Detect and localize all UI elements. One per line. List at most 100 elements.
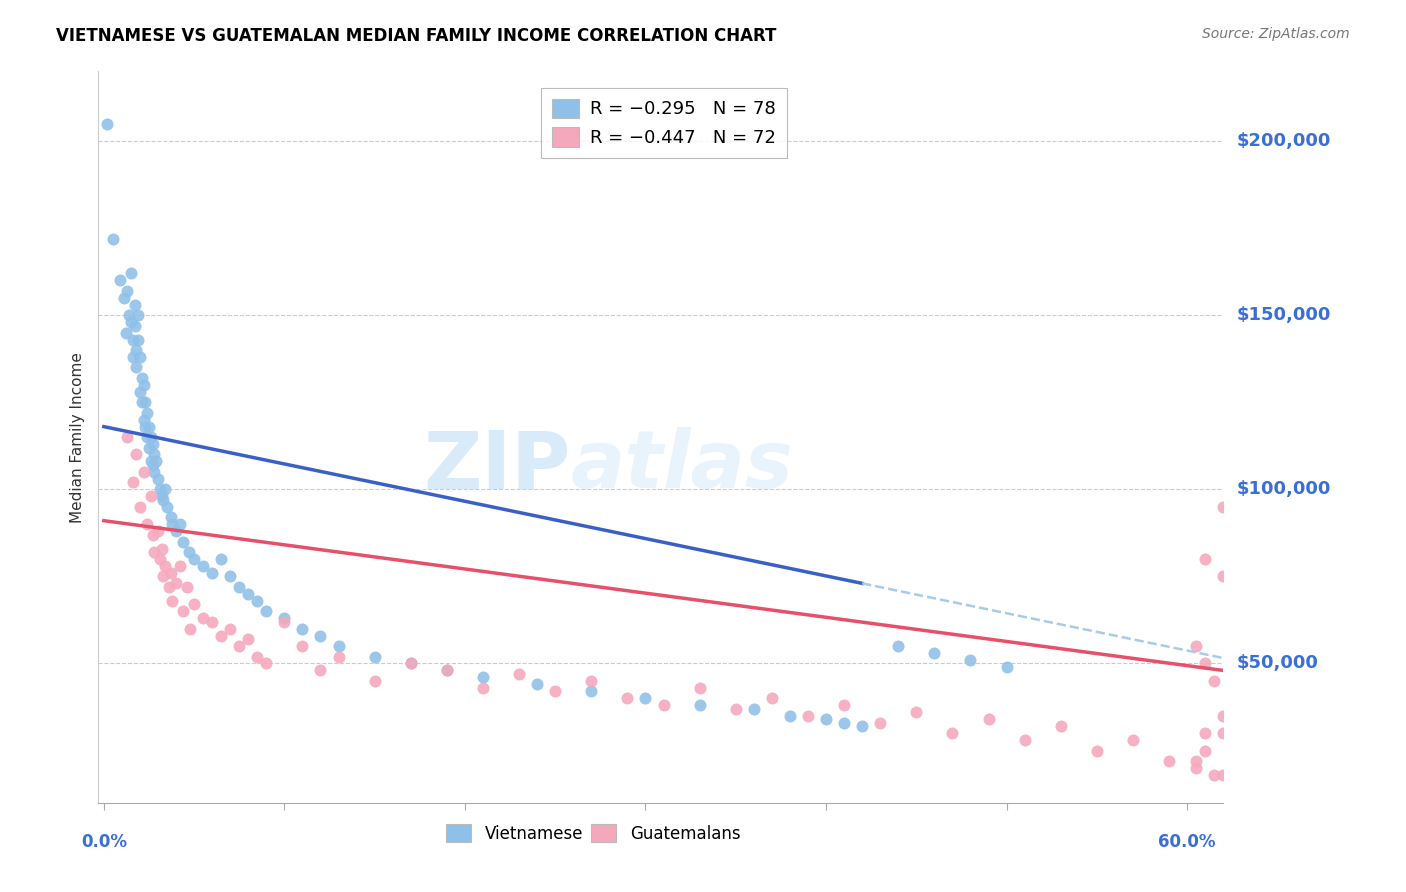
Point xyxy=(742,702,765,716)
Point xyxy=(634,691,657,706)
Point xyxy=(155,483,177,497)
Point xyxy=(832,698,855,713)
Point xyxy=(1212,500,1234,514)
Point xyxy=(127,333,149,347)
Point xyxy=(134,395,156,409)
Point xyxy=(1049,719,1071,733)
Point xyxy=(132,377,155,392)
Point xyxy=(924,646,946,660)
Point xyxy=(238,587,260,601)
Point xyxy=(149,483,172,497)
Point xyxy=(724,702,747,716)
Point xyxy=(121,333,143,347)
Point xyxy=(150,541,173,556)
Point xyxy=(273,615,295,629)
Point xyxy=(183,552,205,566)
Point xyxy=(1157,754,1180,768)
Text: atlas: atlas xyxy=(571,427,793,506)
Point xyxy=(101,231,124,245)
Point xyxy=(142,458,165,472)
Point xyxy=(117,284,139,298)
Point xyxy=(139,430,162,444)
Point xyxy=(1014,733,1036,747)
Point xyxy=(120,315,142,329)
Point xyxy=(150,489,173,503)
Point xyxy=(959,653,981,667)
Point xyxy=(363,649,385,664)
Text: Source: ZipAtlas.com: Source: ZipAtlas.com xyxy=(1202,27,1350,41)
Point xyxy=(219,622,242,636)
Point xyxy=(363,673,385,688)
Point xyxy=(254,657,277,671)
Point xyxy=(1204,673,1226,688)
Point xyxy=(131,395,153,409)
Point xyxy=(309,664,332,678)
Text: $150,000: $150,000 xyxy=(1237,306,1331,324)
Point xyxy=(136,517,159,532)
Point xyxy=(134,419,156,434)
Point xyxy=(125,343,148,357)
Point xyxy=(544,684,567,698)
Point xyxy=(138,419,160,434)
Point xyxy=(228,639,250,653)
Point xyxy=(159,510,181,524)
Point xyxy=(143,448,166,462)
Point xyxy=(761,691,783,706)
Point xyxy=(832,715,855,730)
Point xyxy=(149,552,172,566)
Point xyxy=(132,412,155,426)
Point xyxy=(114,326,136,340)
Point xyxy=(508,667,530,681)
Point xyxy=(169,517,191,532)
Point xyxy=(328,639,350,653)
Point xyxy=(905,705,928,719)
Point xyxy=(172,604,194,618)
Point xyxy=(219,569,242,583)
Point xyxy=(136,406,159,420)
Point xyxy=(291,639,314,653)
Point xyxy=(201,615,224,629)
Point xyxy=(129,500,152,514)
Point xyxy=(209,552,232,566)
Point xyxy=(162,594,184,608)
Text: $50,000: $50,000 xyxy=(1237,655,1319,673)
Point xyxy=(246,594,269,608)
Point xyxy=(155,558,177,573)
Point xyxy=(121,350,143,364)
Point xyxy=(131,371,153,385)
Point xyxy=(977,712,1000,726)
Point xyxy=(581,673,603,688)
Point xyxy=(1085,743,1108,757)
Point xyxy=(1194,726,1216,740)
Point xyxy=(156,500,179,514)
Point xyxy=(139,454,162,468)
Point xyxy=(176,580,198,594)
Text: $100,000: $100,000 xyxy=(1237,480,1331,499)
Point xyxy=(125,448,148,462)
Point xyxy=(108,273,131,287)
Point xyxy=(1212,569,1234,583)
Point xyxy=(127,308,149,322)
Point xyxy=(779,708,801,723)
Point xyxy=(124,298,146,312)
Point xyxy=(399,657,422,671)
Point xyxy=(814,712,837,726)
Point xyxy=(581,684,603,698)
Y-axis label: Median Family Income: Median Family Income xyxy=(69,351,84,523)
Point xyxy=(96,117,118,131)
Point xyxy=(1194,743,1216,757)
Point xyxy=(118,308,141,322)
Point xyxy=(851,719,873,733)
Point xyxy=(689,698,711,713)
Point xyxy=(129,384,152,399)
Point xyxy=(869,715,891,730)
Point xyxy=(152,569,174,583)
Text: $200,000: $200,000 xyxy=(1237,132,1331,150)
Point xyxy=(1204,768,1226,782)
Point xyxy=(132,465,155,479)
Point xyxy=(797,708,820,723)
Point xyxy=(177,545,200,559)
Point xyxy=(142,527,165,541)
Point xyxy=(121,475,143,490)
Point xyxy=(1185,761,1208,775)
